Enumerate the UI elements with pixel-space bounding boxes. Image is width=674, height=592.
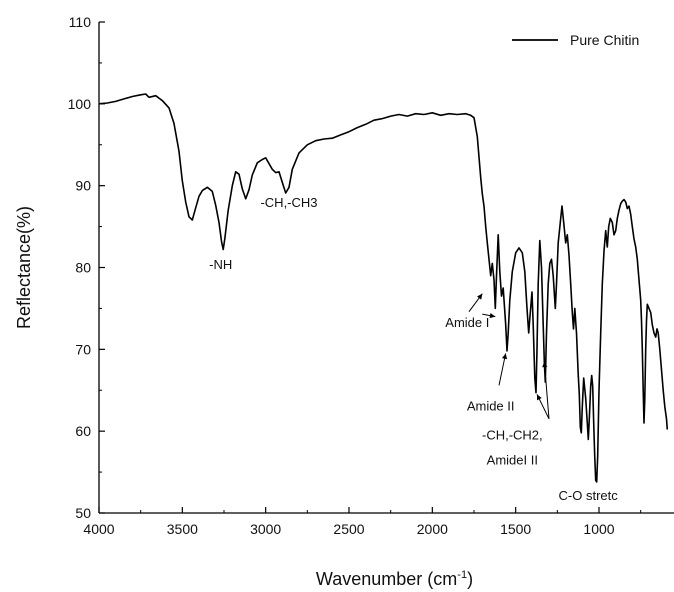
- x-tick-label: 3000: [250, 521, 281, 537]
- y-tick-label: 90: [75, 178, 91, 194]
- annotation-label: Amide II: [467, 399, 515, 414]
- legend-label: Pure Chitin: [570, 32, 639, 48]
- annotation-arrow: [543, 361, 550, 419]
- annotation-label: -NH: [209, 257, 232, 272]
- data-series: [98, 93, 669, 483]
- annotations: -NH -CH,-CH3 Amide I Amide II -CH,-CH2, Amide…: [209, 195, 618, 503]
- axes: 50 60 70 80 90 100 110 4000 3500 3000 2500 2000 1500…: [14, 14, 674, 589]
- y-tick-label: 80: [75, 260, 91, 276]
- x-tick-label: 1000: [583, 521, 614, 537]
- annotation-label: -CH,-CH2,: [482, 427, 543, 442]
- x-tick-label: 3500: [167, 521, 198, 537]
- annotation-arrow: [498, 353, 507, 386]
- x-tick-label: 2000: [417, 521, 448, 537]
- x-axis-title: Wavenumber (cm-1): [316, 569, 473, 589]
- series-line-pure-chitin: [98, 93, 669, 483]
- annotation-arrowhead: [489, 313, 496, 319]
- x-tick-label: 2500: [333, 521, 364, 537]
- annotation-label: AmideI II: [487, 453, 538, 468]
- legend: Pure Chitin: [512, 32, 639, 48]
- annotation-label: -CH,-CH3: [260, 195, 317, 210]
- y-tick-label: 60: [75, 423, 91, 439]
- y-axis-title: Reflectance(%): [14, 206, 34, 329]
- annotation-label: C-O stretc: [559, 488, 619, 503]
- x-tick-label: 1500: [500, 521, 531, 537]
- annotation-arrowhead: [477, 293, 483, 300]
- y-tick-label: 110: [69, 14, 92, 30]
- annotation-arrowhead: [542, 361, 548, 368]
- annotation-arrowhead: [502, 353, 508, 360]
- annotation-arrowhead: [537, 394, 542, 401]
- y-tick-label: 100: [68, 96, 92, 112]
- y-tick-label: 50: [75, 505, 91, 521]
- y-tick-label: 70: [75, 341, 91, 357]
- x-tick-label: 4000: [83, 521, 114, 537]
- annotation-label: Amide I: [445, 315, 489, 330]
